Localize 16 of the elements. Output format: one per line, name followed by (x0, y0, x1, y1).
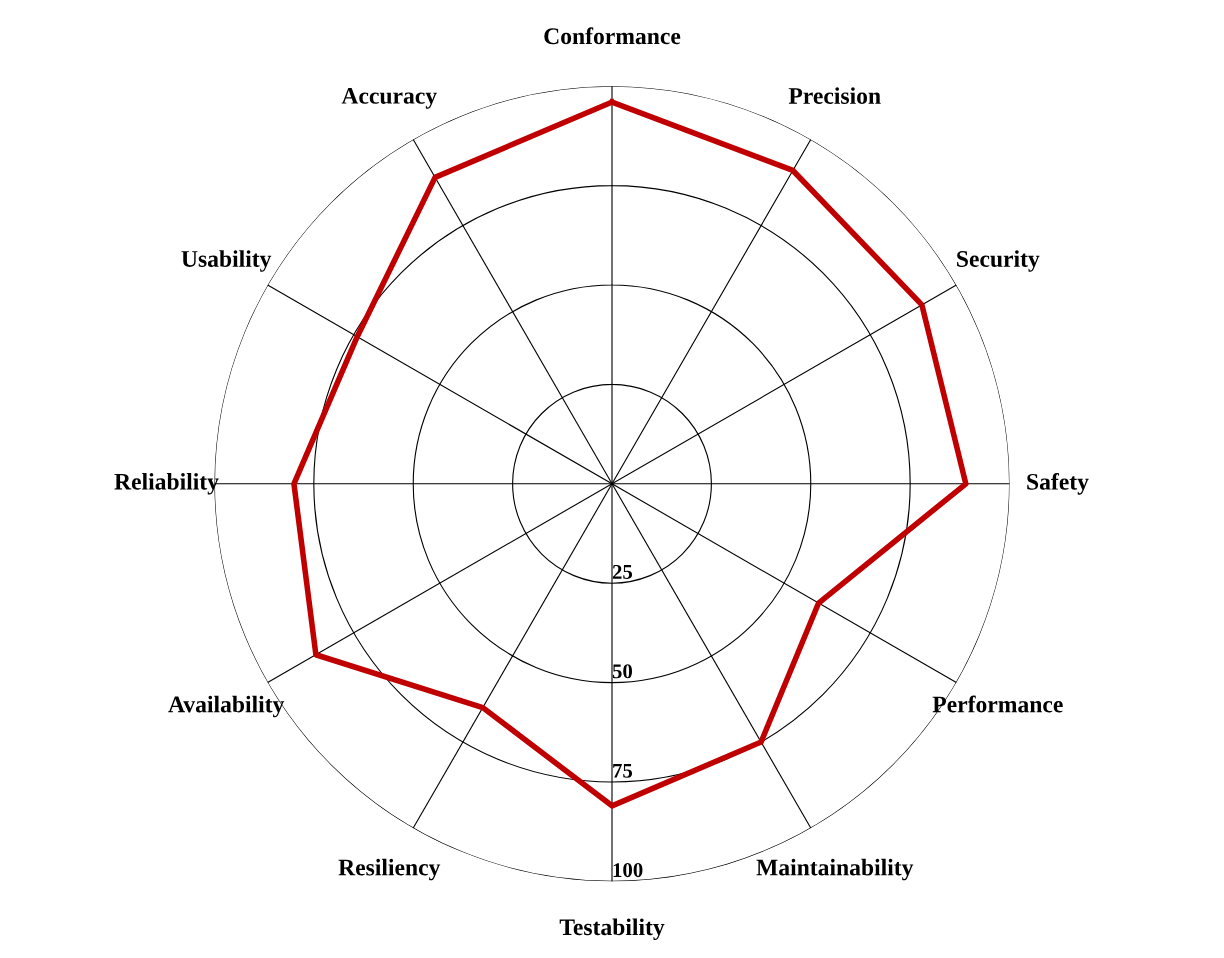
spoke-label: Maintainability (756, 858, 914, 881)
y-tick-label: 75 (613, 763, 633, 778)
spoke-label: Conformance (544, 27, 681, 45)
spoke-label: Testability (559, 918, 665, 941)
spoke-label: Usability (181, 250, 272, 272)
y-tick-label: 100 (613, 863, 643, 878)
spoke-label: Availability (168, 695, 285, 718)
spoke-label: Performance (932, 695, 1063, 713)
spoke-label: Precision (788, 87, 881, 104)
spoke-label: Safety (1027, 472, 1089, 495)
y-tick-label: 25 (612, 564, 633, 579)
spoke-label: Accuracy (341, 88, 437, 109)
spoke-label: Resiliency (338, 858, 441, 881)
spoke-label: Reliability (114, 473, 219, 495)
spoke-label: Security (957, 250, 1040, 272)
y-tick-label: 50 (612, 664, 633, 679)
